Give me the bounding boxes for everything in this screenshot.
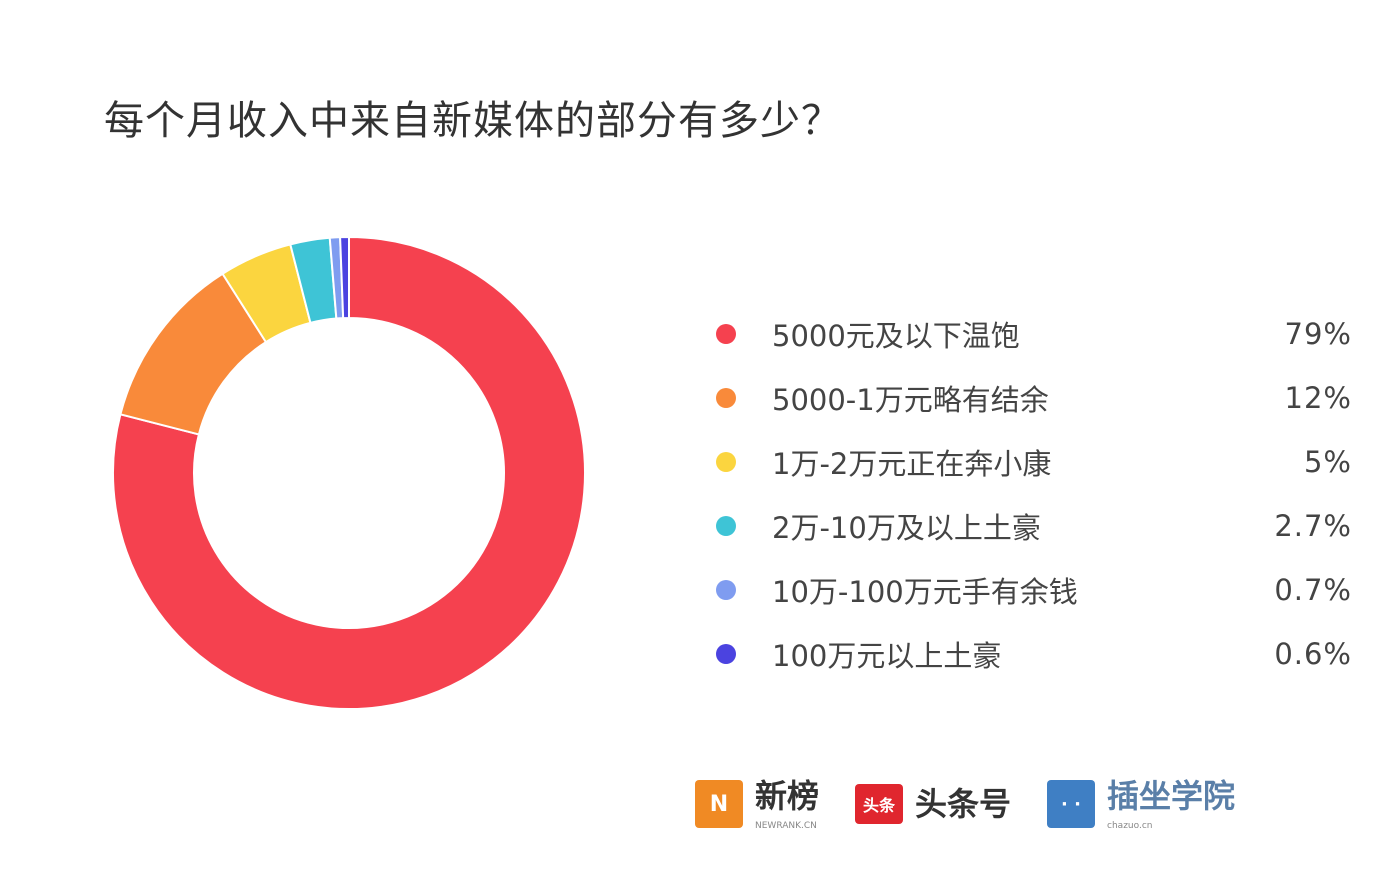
newrank-logo-mark: N: [695, 780, 743, 828]
legend-swatch: [716, 452, 736, 472]
donut-chart: [112, 235, 586, 710]
chazuo-logo-mark: · ·: [1047, 780, 1096, 828]
data-label: 5%: [1303, 445, 1352, 479]
legend-swatch: [716, 644, 736, 664]
chazuo-logo: · · 插坐学院 chazuo.cn: [1047, 776, 1235, 832]
legend-item: 10万-100万元手有余钱 0.7%: [712, 558, 1352, 622]
legend-item: 1万-2万元正在奔小康 5%: [712, 430, 1352, 494]
legend-item: 2万-10万及以上土豪 2.7%: [712, 494, 1352, 558]
chazuo-logo-sub: chazuo.cn: [1107, 821, 1153, 831]
legend-item: 100万元以上土豪 0.6%: [712, 622, 1352, 686]
donut-slice-5: [339, 235, 350, 320]
legend-item: 5000元及以下温饱 79%: [712, 302, 1352, 366]
legend-label: 10万-100万元手有余钱: [772, 575, 1078, 609]
newrank-logo: N 新榜 NEWRANK.CN: [695, 776, 819, 832]
logo-bar: N 新榜 NEWRANK.CN 头条 头条号 · · 插坐学院 chazuo.cn: [695, 776, 1271, 832]
legend-swatch: [716, 388, 736, 408]
data-label: 79%: [1284, 317, 1352, 351]
toutiao-logo-text: 头条号: [915, 785, 1012, 823]
data-label: 0.7%: [1274, 573, 1352, 607]
data-label: 0.6%: [1274, 637, 1352, 671]
data-label: 12%: [1284, 381, 1352, 415]
chazuo-logo-text: 插坐学院: [1107, 777, 1236, 815]
newrank-logo-text: 新榜: [755, 777, 820, 815]
donut-slice-0: [112, 235, 586, 710]
legend-label: 5000元及以下温饱: [772, 319, 1020, 353]
legend-swatch: [716, 516, 736, 536]
chart-title: 每个月收入中来自新媒体的部分有多少？: [104, 98, 842, 144]
legend-label: 2万-10万及以上土豪: [772, 511, 1041, 545]
toutiao-logo: 头条 头条号: [855, 784, 1011, 824]
legend-label: 5000-1万元略有结余: [772, 383, 1049, 417]
legend-item: 5000-1万元略有结余 12%: [712, 366, 1352, 430]
legend-label: 1万-2万元正在奔小康: [772, 447, 1052, 481]
data-label: 2.7%: [1274, 509, 1352, 543]
legend-swatch: [716, 580, 736, 600]
legend: 5000元及以下温饱 79% 5000-1万元略有结余 12% 1万-2万元正在奔小…: [712, 302, 1352, 686]
newrank-logo-sub: NEWRANK.CN: [755, 821, 817, 831]
toutiao-logo-mark: 头条: [855, 784, 904, 824]
legend-swatch: [716, 324, 736, 344]
legend-label: 100万元以上土豪: [772, 639, 1002, 673]
